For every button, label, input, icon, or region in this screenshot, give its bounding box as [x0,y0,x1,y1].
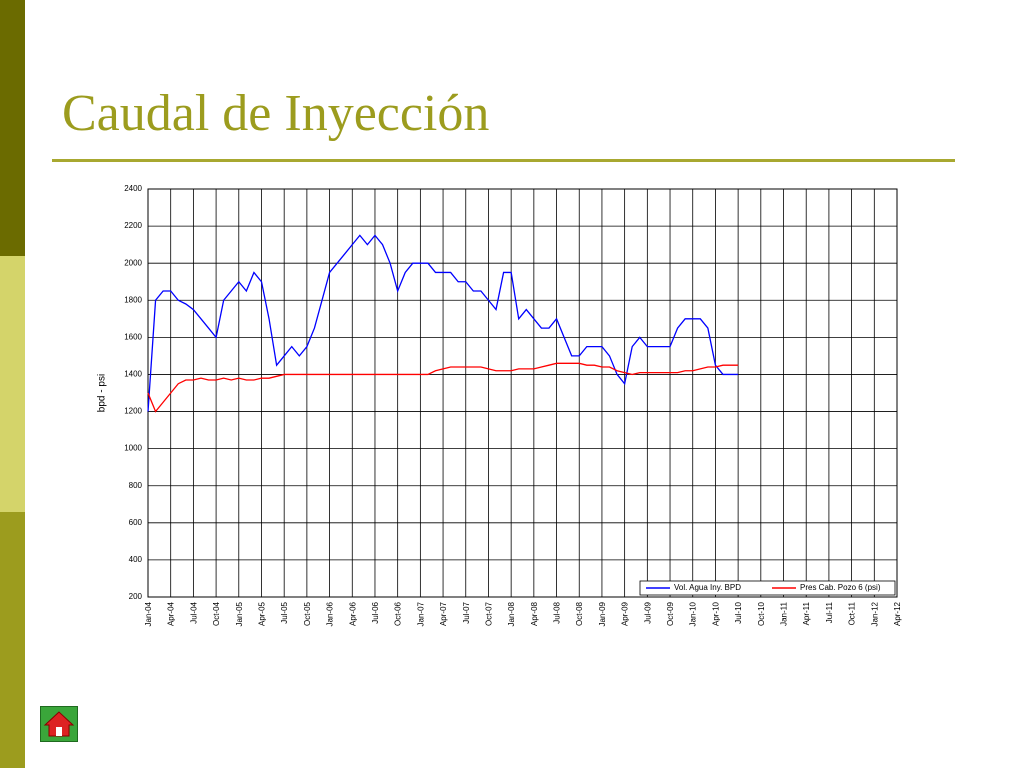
x-tick-label: Jul-09 [643,601,652,623]
x-tick-label: Jan-05 [235,601,244,626]
y-tick-label: 600 [129,518,143,527]
x-tick-label: Jan-07 [416,601,425,626]
legend-label: Vol. Agua Iny. BPD [674,583,741,592]
x-tick-label: Apr-04 [167,601,176,626]
y-tick-label: 2200 [124,221,142,230]
x-tick-label: Jan-08 [507,601,516,626]
x-tick-label: Jan-11 [780,601,789,625]
plot-area [147,188,898,598]
home-button[interactable] [40,706,78,742]
legend-label: Pres Cab. Pozo 6 (psi) [800,583,881,592]
x-tick-label: Apr-08 [530,601,539,626]
x-tick-label: Jan-12 [870,601,879,626]
x-tick-label: Jan-10 [689,601,698,626]
x-tick-label: Apr-11 [802,601,811,625]
title-rule [52,159,955,162]
x-tick-label: Oct-09 [666,601,675,626]
x-tick-label: Apr-06 [348,601,357,626]
x-tick-label: Oct-08 [575,601,584,626]
y-tick-label: 1400 [124,370,142,379]
x-tick-label: Jul-04 [189,601,198,623]
x-tick-label: Jul-07 [462,601,471,623]
x-tick-label: Apr-05 [257,601,266,626]
series-line [147,234,739,412]
legend-box [639,580,896,596]
slide-title: Caudal de Inyección [62,85,490,142]
y-tick-label: 1800 [124,295,142,304]
y-tick-label: 2000 [124,258,142,267]
x-tick-label: Apr-07 [439,601,448,626]
x-tick-label: Jul-10 [734,601,743,623]
y-tick-label: 400 [129,555,143,564]
x-tick-label: Jan-04 [144,601,153,626]
x-tick-label: Jul-08 [553,601,562,623]
y-tick-label: 800 [129,481,143,490]
side-bar [0,0,25,256]
y-tick-label: 1000 [124,444,142,453]
x-tick-label: Oct-07 [484,601,493,626]
y-tick-label: 1200 [124,407,142,416]
y-tick-label: 2400 [124,184,142,193]
x-tick-label: Jan-06 [326,601,335,626]
series-line [147,362,739,413]
x-tick-label: Jan-09 [598,601,607,626]
x-tick-label: Apr-10 [711,601,720,626]
x-tick-label: Oct-10 [757,601,766,626]
x-tick-label: Jul-11 [825,601,834,623]
home-icon [43,711,75,737]
x-tick-label: Oct-06 [394,601,403,626]
y-tick-label: 200 [129,592,143,601]
x-tick-label: Oct-11 [848,601,857,625]
side-bar [0,256,25,512]
x-tick-label: Jul-06 [371,601,380,623]
x-tick-label: Apr-12 [893,601,902,626]
x-tick-label: Apr-09 [621,601,630,626]
x-tick-label: Oct-05 [303,601,312,626]
y-tick-label: 1600 [124,332,142,341]
x-tick-label: Oct-04 [212,601,221,626]
x-tick-label: Jul-05 [280,601,289,623]
y-axis-label: bpd - psi [97,374,108,412]
side-bar [0,512,25,768]
